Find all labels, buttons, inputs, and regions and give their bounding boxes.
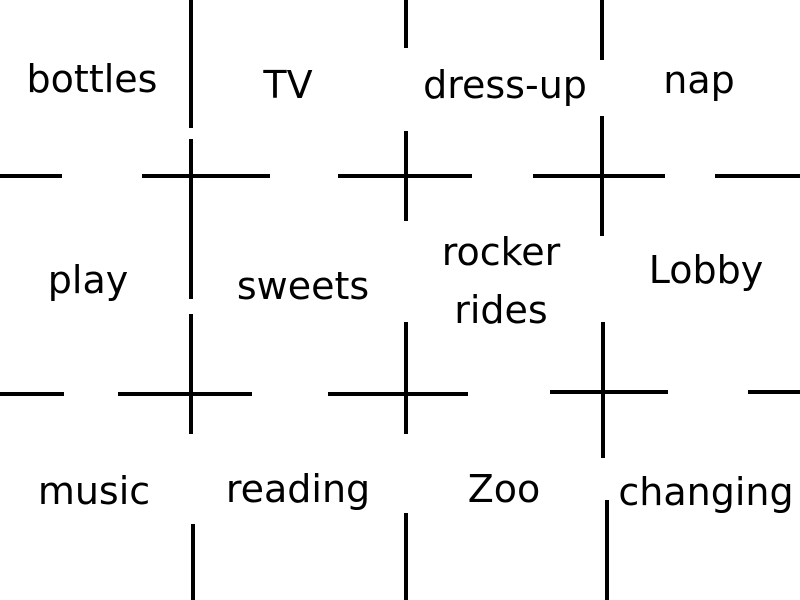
word-card-tv: TV [263,63,313,107]
cut-line [533,174,665,178]
word-card-zoo: Zoo [467,467,541,511]
cut-line [338,174,472,178]
cut-line [600,0,604,60]
cut-line [550,390,668,394]
word-card-play: play [47,258,129,302]
cut-line [404,513,408,600]
word-card-bottles: bottles [26,57,158,101]
cut-line [142,174,270,178]
word-card-music: music [37,469,151,513]
cut-line [404,0,408,48]
cut-line [189,314,193,434]
cut-line [189,0,193,128]
cut-line [715,174,800,178]
cut-line [118,392,252,396]
word-card-lobby: Lobby [648,248,764,292]
cut-line [191,524,195,600]
cut-line [0,392,64,396]
word-card-changing: changing [618,470,794,514]
word-card-reading: reading [225,467,371,511]
word-card-nap: nap [663,58,735,102]
cut-line [328,392,468,396]
word-card-sweets: sweets [236,264,370,308]
word-card-dress-up: dress-up [423,63,587,107]
word-card-rocker-rides: rocker rides [441,230,561,332]
cut-line [0,174,62,178]
cut-line [404,322,408,434]
cut-line [605,500,609,600]
cut-line [189,139,193,299]
cut-line [748,390,800,394]
